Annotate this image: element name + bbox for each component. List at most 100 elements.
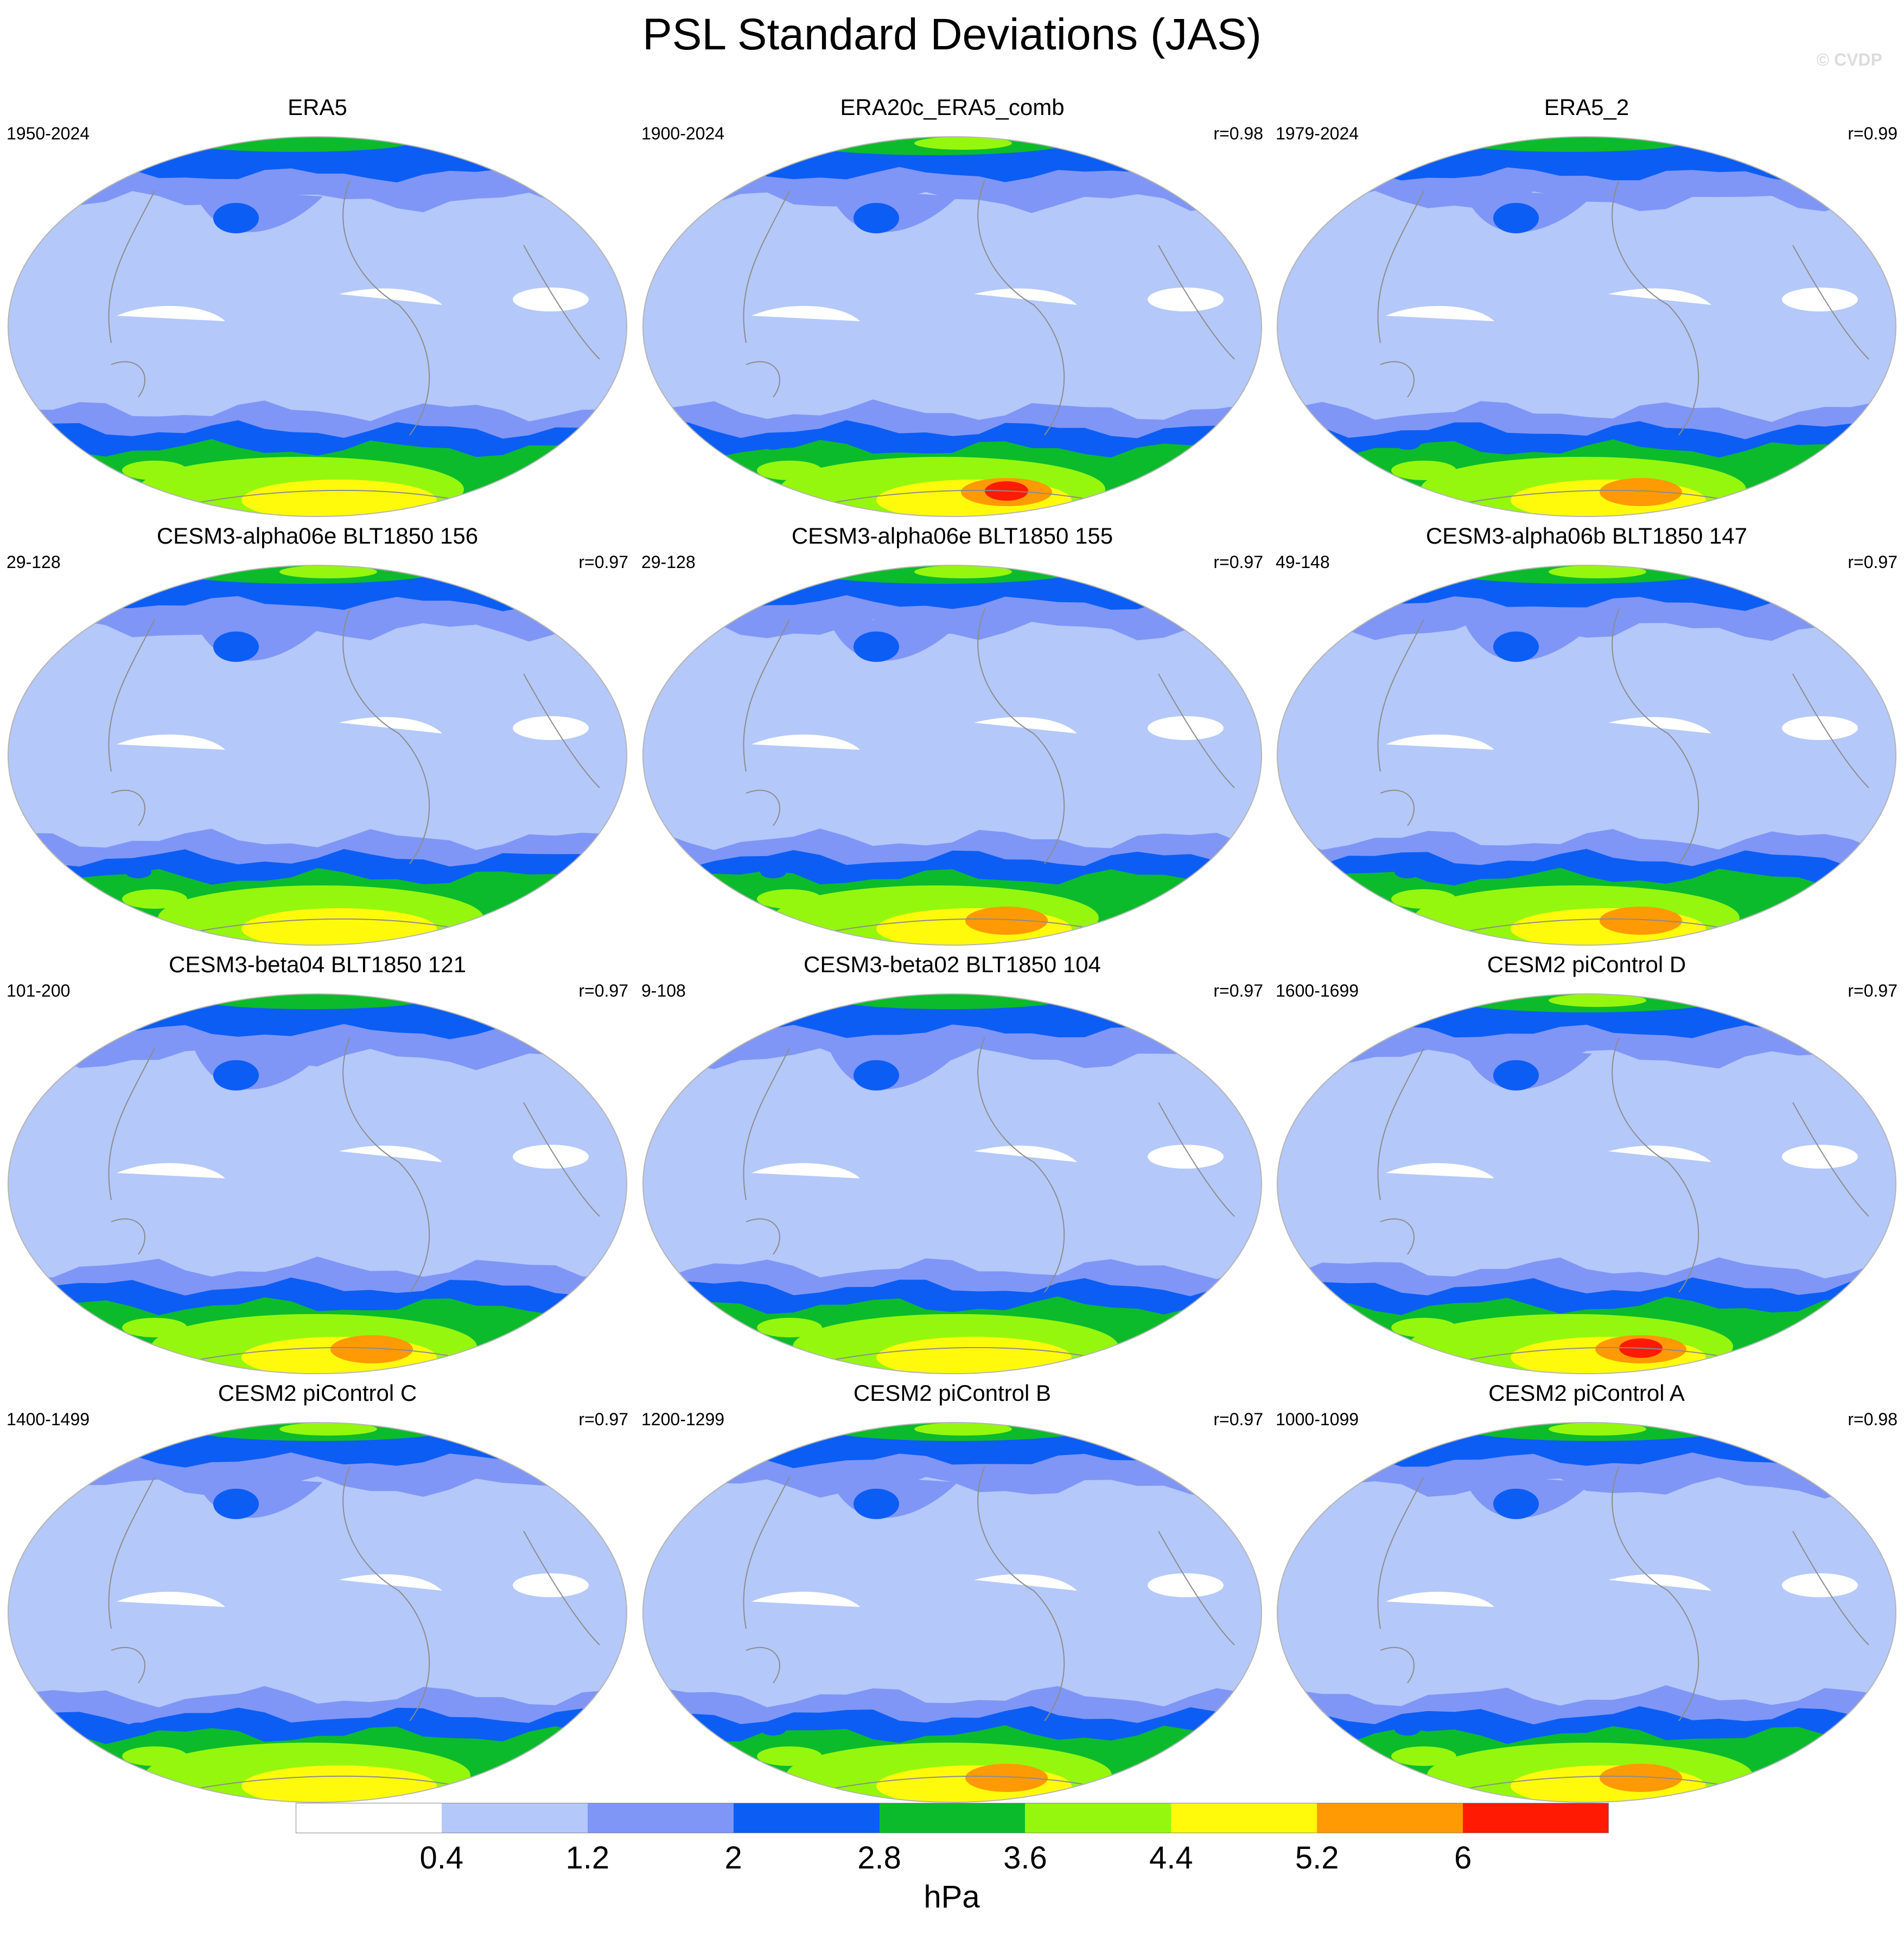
- sh-band-7: [1600, 907, 1682, 935]
- map-panel: CESM2 piControl A 1000-1099 r=0.98: [1269, 1378, 1904, 1812]
- colorbar-tick-label: 3.6: [1003, 1840, 1047, 1876]
- map-frame: [1277, 993, 1896, 1374]
- sh-west-lobe: [757, 1746, 822, 1766]
- africa-coast: [523, 245, 600, 360]
- asia-coast: [1377, 1048, 1424, 1201]
- map-panel: CESM2 piControl B 1200-1299 r=0.97: [635, 1378, 1270, 1812]
- sh-west-blob: [1394, 1723, 1421, 1736]
- panel-correlation: r=0.98: [1213, 124, 1263, 143]
- map-panel: ERA5 1950-2024: [0, 92, 635, 526]
- colorbar: [296, 1803, 1609, 1833]
- asia-coast: [743, 619, 790, 772]
- colorbar-swatch: [733, 1803, 880, 1833]
- nh-arctic-peak: [1549, 994, 1646, 1007]
- antarctica-coast: [181, 1775, 459, 1792]
- colorbar-tick-label: 4.4: [1149, 1840, 1193, 1876]
- tropical-low-variance: [752, 1591, 860, 1607]
- nh-arctic-peak: [1549, 1423, 1646, 1436]
- australia-coast: [746, 361, 780, 398]
- australia-coast: [111, 1647, 145, 1683]
- sh-west-lobe: [122, 889, 187, 909]
- sh-west-blob: [1394, 437, 1421, 450]
- panel-period: 9-108: [641, 981, 686, 1000]
- psl-stddev-map: [642, 993, 1262, 1374]
- antarctica-coast: [816, 1347, 1094, 1363]
- sh-west-blob: [125, 1723, 151, 1736]
- americas-coast: [342, 608, 430, 864]
- page-title: PSL Standard Deviations (JAS): [642, 10, 1262, 59]
- antarctica-coast: [181, 1347, 459, 1363]
- asia-coast: [1377, 619, 1424, 772]
- africa-coast: [1158, 245, 1235, 360]
- colorbar-tick-label: 1.2: [565, 1840, 610, 1876]
- sh-west-lobe: [757, 1318, 822, 1337]
- asia-coast: [108, 1476, 155, 1629]
- panel-period: 1979-2024: [1276, 124, 1359, 143]
- colorbar-tick-label: 2: [724, 1840, 742, 1876]
- panel-title: CESM2 piControl C: [218, 1380, 417, 1406]
- panel-correlation: r=0.99: [1848, 124, 1897, 143]
- map-frame: [8, 565, 627, 946]
- atlantic-low-variance: [974, 288, 1077, 305]
- antarctica-coast: [181, 489, 459, 506]
- africa-coast: [1792, 673, 1869, 788]
- panel-title: CESM3-beta04 BLT1850 121: [169, 952, 466, 977]
- americas-coast: [977, 608, 1065, 864]
- nh-pacific-core: [1493, 1489, 1539, 1519]
- map-frame: [1277, 565, 1896, 946]
- colorbar-swatch: [1171, 1803, 1317, 1833]
- psl-stddev-map: [8, 565, 627, 946]
- tropical-low-variance: [1386, 1163, 1494, 1178]
- panel-title: ERA20c_ERA5_comb: [840, 94, 1065, 120]
- australia-coast: [746, 1647, 780, 1683]
- sh-west-lobe: [122, 1746, 187, 1766]
- east-low-variance: [1782, 716, 1858, 740]
- panel-period: 101-200: [7, 981, 71, 1000]
- panel-correlation: r=0.97: [578, 1409, 628, 1429]
- map-panel: ERA5_2 1979-2024 r=0.99: [1269, 92, 1904, 526]
- colorbar-swatch: [441, 1803, 588, 1833]
- east-low-variance: [513, 1573, 589, 1597]
- sh-west-blob: [125, 865, 151, 878]
- tropical-low-variance: [117, 1163, 225, 1178]
- sh-west-lobe: [1391, 1318, 1456, 1337]
- watermark: © CVDP: [1816, 50, 1882, 69]
- sh-band-7: [330, 1335, 413, 1363]
- east-low-variance: [1148, 1573, 1224, 1597]
- americas-coast: [342, 1037, 430, 1293]
- nh-arctic-peak: [1549, 565, 1646, 578]
- nh-pacific-core: [854, 203, 899, 233]
- panel-period: 1000-1099: [1276, 1409, 1359, 1429]
- map-frame: [642, 565, 1262, 946]
- sh-west-blob: [1394, 1294, 1421, 1307]
- africa-coast: [523, 1530, 600, 1646]
- australia-coast: [111, 361, 145, 398]
- tropical-low-variance: [117, 305, 225, 321]
- panel-correlation: r=0.97: [1848, 552, 1897, 572]
- asia-coast: [1377, 190, 1424, 343]
- africa-coast: [1158, 1530, 1235, 1646]
- east-low-variance: [1148, 716, 1224, 740]
- colorbar-swatch: [1317, 1803, 1463, 1833]
- africa-coast: [1158, 1102, 1235, 1217]
- asia-coast: [743, 190, 790, 343]
- nh-arctic-core: [176, 137, 415, 152]
- nh-pacific-core: [854, 1489, 899, 1519]
- australia-coast: [1380, 361, 1415, 398]
- psl-stddev-map: [8, 136, 627, 517]
- map-frame: [8, 136, 627, 517]
- psl-stddev-map: [642, 565, 1262, 946]
- sh-band-7: [1600, 478, 1682, 506]
- sh-west-blob: [760, 1723, 786, 1736]
- australia-coast: [746, 789, 780, 826]
- east-low-variance: [513, 716, 589, 740]
- tropical-low-variance: [752, 1163, 860, 1178]
- east-low-variance: [1782, 1573, 1858, 1597]
- antarctica-coast: [1450, 1775, 1728, 1792]
- panel-title: CESM2 piControl A: [1488, 1380, 1685, 1406]
- sh-west-lobe: [757, 461, 822, 480]
- atlantic-low-variance: [339, 1574, 442, 1591]
- panel-correlation: r=0.97: [1213, 981, 1263, 1000]
- atlantic-low-variance: [1608, 1145, 1711, 1162]
- psl-stddev-map: [8, 993, 627, 1374]
